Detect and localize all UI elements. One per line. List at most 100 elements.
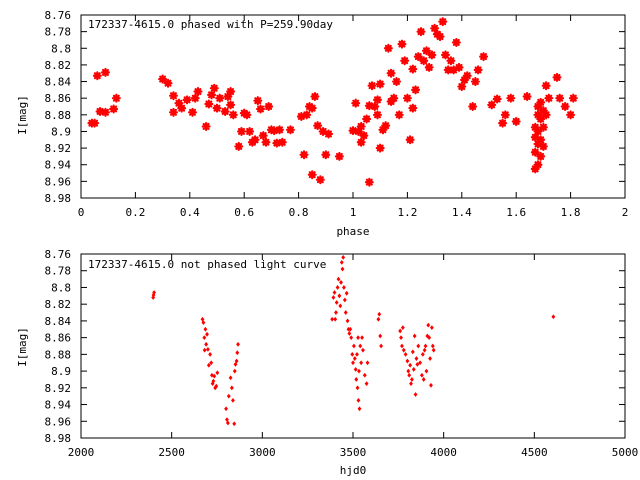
data-point <box>242 110 252 120</box>
data-point <box>533 126 543 136</box>
data-point <box>334 310 338 315</box>
data-point <box>321 150 331 160</box>
y-tick-label: 8.92 <box>45 142 72 155</box>
data-point <box>381 121 391 131</box>
data-point <box>492 94 502 104</box>
data-point <box>370 102 380 111</box>
data-point <box>411 367 416 372</box>
data-point <box>364 381 369 387</box>
data-point <box>347 331 352 336</box>
data-point <box>206 346 210 352</box>
data-point <box>349 335 354 341</box>
data-point <box>356 335 360 341</box>
data-point <box>400 56 410 66</box>
data-point <box>377 311 382 317</box>
data-point <box>336 276 341 282</box>
y-tick-label: 8.92 <box>45 382 72 395</box>
data-point <box>352 356 357 361</box>
data-point <box>357 406 362 412</box>
x-axis-title: hjd0 <box>340 464 367 477</box>
data-point <box>429 325 434 330</box>
data-point <box>361 347 365 353</box>
data-point <box>416 343 421 349</box>
data-point <box>405 358 410 364</box>
data-point <box>224 406 228 412</box>
data-point <box>420 351 425 357</box>
data-point <box>454 62 464 72</box>
data-point <box>339 280 343 285</box>
x-tick-label: 4000 <box>430 446 457 459</box>
data-point <box>375 143 385 153</box>
data-point <box>214 383 219 389</box>
data-point <box>426 322 431 328</box>
x-tick-label: 0.8 <box>289 206 309 219</box>
data-point <box>340 266 345 272</box>
data-point <box>555 93 565 103</box>
data-point <box>406 368 411 374</box>
data-point <box>552 72 562 82</box>
data-point <box>408 103 418 113</box>
data-point <box>424 368 429 374</box>
data-point <box>424 62 434 72</box>
x-axis-title: phase <box>336 225 369 238</box>
x-tick-label: 0.6 <box>234 206 254 219</box>
y-tick-label: 8.94 <box>45 159 72 172</box>
data-point <box>234 141 244 151</box>
data-point <box>389 93 399 103</box>
data-point <box>468 102 478 111</box>
data-point <box>394 110 404 120</box>
data-point <box>307 170 317 180</box>
data-point <box>342 297 347 303</box>
data-point <box>407 372 412 378</box>
data-point <box>212 373 217 379</box>
data-point <box>232 421 237 427</box>
y-tick-label: 8.9 <box>51 125 71 138</box>
data-point <box>264 102 274 111</box>
data-point <box>344 290 349 296</box>
data-point <box>473 65 483 75</box>
data-point <box>168 91 178 101</box>
data-point <box>331 295 336 300</box>
x-tick-label: 2 <box>622 206 629 219</box>
plot-title: 172337-4615.0 phased with P=259.90day <box>88 18 333 31</box>
data-point <box>429 382 433 388</box>
data-point <box>228 110 238 120</box>
data-point <box>177 103 187 113</box>
data-point <box>190 93 200 103</box>
y-tick-label: 8.84 <box>45 315 72 328</box>
data-point <box>236 341 240 347</box>
data-point <box>551 314 556 320</box>
y-tick-label: 8.78 <box>45 265 72 278</box>
data-point <box>410 377 414 382</box>
data-point <box>302 110 312 120</box>
data-point <box>109 104 119 114</box>
data-point <box>310 92 320 102</box>
data-point <box>428 356 432 361</box>
data-point <box>358 343 363 349</box>
data-point <box>412 333 417 339</box>
plot-title: 172337-4615.0 not phased light curve <box>88 258 326 271</box>
data-point <box>334 300 339 305</box>
data-point <box>285 125 295 135</box>
data-point <box>362 372 367 378</box>
data-point <box>427 50 437 60</box>
data-point <box>234 358 239 364</box>
data-point <box>215 370 220 376</box>
data-point <box>92 71 102 81</box>
data-point <box>228 375 233 381</box>
data-point <box>421 377 426 382</box>
data-point <box>430 343 435 349</box>
y-tick-label: 8.82 <box>45 59 72 72</box>
phased-plot-panel: 8.76 8.78 8.8 8.82 8.84 8.86 8.88 8.9 8.92 8.94 8.… <box>16 9 628 238</box>
data-point <box>415 362 420 367</box>
data-point <box>355 385 360 391</box>
data-point <box>462 71 472 81</box>
y-tick-label: 8.82 <box>45 298 72 311</box>
x-tick-label: 1.6 <box>506 206 526 219</box>
data-point <box>152 290 156 295</box>
data-point <box>446 56 456 66</box>
data-point <box>566 110 576 120</box>
data-point <box>419 372 424 378</box>
